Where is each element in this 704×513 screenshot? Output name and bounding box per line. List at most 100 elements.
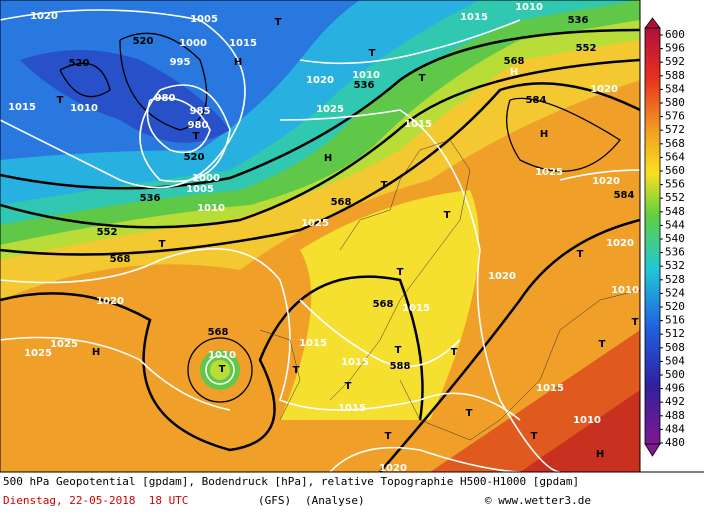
color-scale-label: 592: [665, 55, 685, 68]
color-scale-label: 512: [665, 327, 685, 340]
pressure-center: H: [234, 57, 242, 68]
pressure-center: H: [324, 153, 332, 164]
color-scale: 6005965925885845805765725685645605565525…: [644, 17, 685, 457]
color-scale-label: 580: [665, 96, 685, 109]
pressure-center: T: [419, 73, 426, 84]
isobar-label: 1010: [70, 103, 98, 114]
pressure-center: T: [57, 95, 64, 106]
pressure-center: T: [159, 239, 166, 250]
isobar-label: 1015: [404, 119, 432, 130]
color-scale-label: 520: [665, 300, 685, 313]
pressure-center: T: [381, 180, 388, 191]
geopotential-label: 536: [354, 80, 375, 91]
pressure-center: T: [369, 48, 376, 59]
color-scale-label: 504: [665, 354, 685, 367]
isobar-label: 1010: [197, 203, 225, 214]
geopotential-label: 536: [140, 193, 161, 204]
geopotential-label: 568: [373, 299, 394, 310]
isobar-label: 1025: [316, 104, 344, 115]
geopotential-label: 588: [390, 361, 411, 372]
caption-date: Dienstag, 22-05-2018 18 UTC: [3, 494, 188, 507]
geopotential-label: 552: [97, 227, 118, 238]
geopotential-label: 568: [110, 254, 131, 265]
pressure-center: H: [92, 347, 100, 358]
color-scale-label: 492: [665, 395, 685, 408]
isobar-label: 1020: [96, 296, 124, 307]
geopotential-label: 552: [576, 43, 597, 54]
pressure-center: T: [466, 408, 473, 419]
pressure-center: T: [397, 267, 404, 278]
pressure-center: T: [599, 339, 606, 350]
color-scale-label: 540: [665, 232, 685, 245]
isobar-label: 1000: [192, 173, 220, 184]
isobar-label: 1020: [590, 84, 618, 95]
color-scale-label: 516: [665, 314, 685, 327]
color-scale-label: 568: [665, 137, 685, 150]
color-scale-label: 524: [665, 286, 685, 299]
geopotential-label: 568: [331, 197, 352, 208]
isobar-label: 1020: [306, 75, 334, 86]
isobar-label: 1000: [179, 38, 207, 49]
pressure-center: T: [345, 381, 352, 392]
color-scale-label: 536: [665, 246, 685, 259]
isobar-label: 1010: [352, 70, 380, 81]
color-scale-label: 548: [665, 205, 685, 218]
geopotential-label: 520: [133, 36, 154, 47]
color-scale-label: 532: [665, 259, 685, 272]
isobar-label: 1015: [536, 383, 564, 394]
pressure-center: T: [531, 431, 538, 442]
color-scale-label: 584: [665, 82, 685, 95]
isobar-label: H: [510, 67, 518, 78]
isobar-label: 1015: [299, 338, 327, 349]
color-scale-label: 484: [665, 422, 685, 435]
isobar-label: 1025: [50, 339, 78, 350]
isobar-label: 1015: [460, 12, 488, 23]
geopotential-label: 568: [208, 327, 229, 338]
pressure-center: H: [540, 129, 548, 140]
map: 1020 1005 T 520 1000 1015 T 536 552 1010 1015 520 H 9…: [0, 0, 640, 474]
isobar-label: 1015: [229, 38, 257, 49]
color-scale-label: 496: [665, 382, 685, 395]
isobar-label: 1020: [606, 238, 634, 249]
isobar-label: 1020: [379, 463, 407, 474]
color-scale-label: 488: [665, 409, 685, 422]
isobar-label: 1025: [24, 348, 52, 359]
color-scale-label: 552: [665, 191, 685, 204]
pressure-center: T: [577, 249, 584, 260]
caption-title: 500 hPa Geopotential [gpdam], Bodendruck…: [3, 475, 579, 488]
caption-model: (GFS): [258, 494, 291, 507]
isobar-label: 980: [188, 120, 209, 131]
isobar-label: 985: [190, 106, 211, 117]
pressure-center: T: [275, 17, 282, 28]
pressure-center: T: [632, 317, 639, 328]
isobar-label: 1020: [592, 176, 620, 187]
isobar-label: 1015: [338, 403, 366, 414]
color-scale-label: 528: [665, 273, 685, 286]
geopotential-label: 520: [69, 58, 90, 69]
pressure-center: T: [451, 347, 458, 358]
geopotential-label: 584: [614, 190, 635, 201]
isobar-label: 1015: [341, 357, 369, 368]
color-scale-label: 588: [665, 69, 685, 82]
map-labels: 1020 1005 T 520 1000 1015 T 536 552 1010 1015 520 H 9…: [8, 2, 639, 474]
pressure-center: T: [293, 365, 300, 376]
pressure-center: H: [596, 449, 604, 460]
color-bar-bottom: [644, 443, 661, 457]
color-scale-label: 576: [665, 110, 685, 123]
color-scale-label: 544: [665, 218, 685, 231]
isobar-label: 1010: [515, 2, 543, 13]
isobar-label: 1005: [190, 14, 218, 25]
geopotential-label: 568: [504, 56, 525, 67]
caption-run: (Analyse): [305, 494, 365, 507]
color-scale-label: 564: [665, 150, 685, 163]
color-scale-label: 508: [665, 341, 685, 354]
color-scale-label: 600: [665, 28, 685, 41]
isobar-label: 995: [170, 57, 191, 68]
isobar-label: 1010: [573, 415, 601, 426]
pressure-center: T: [219, 364, 226, 375]
color-scale-label: 556: [665, 178, 685, 191]
isobar-label: 1025: [301, 218, 329, 229]
isobar-label: 1015: [402, 303, 430, 314]
color-scale-label: 500: [665, 368, 685, 381]
isobar-label: 1020: [30, 11, 58, 22]
